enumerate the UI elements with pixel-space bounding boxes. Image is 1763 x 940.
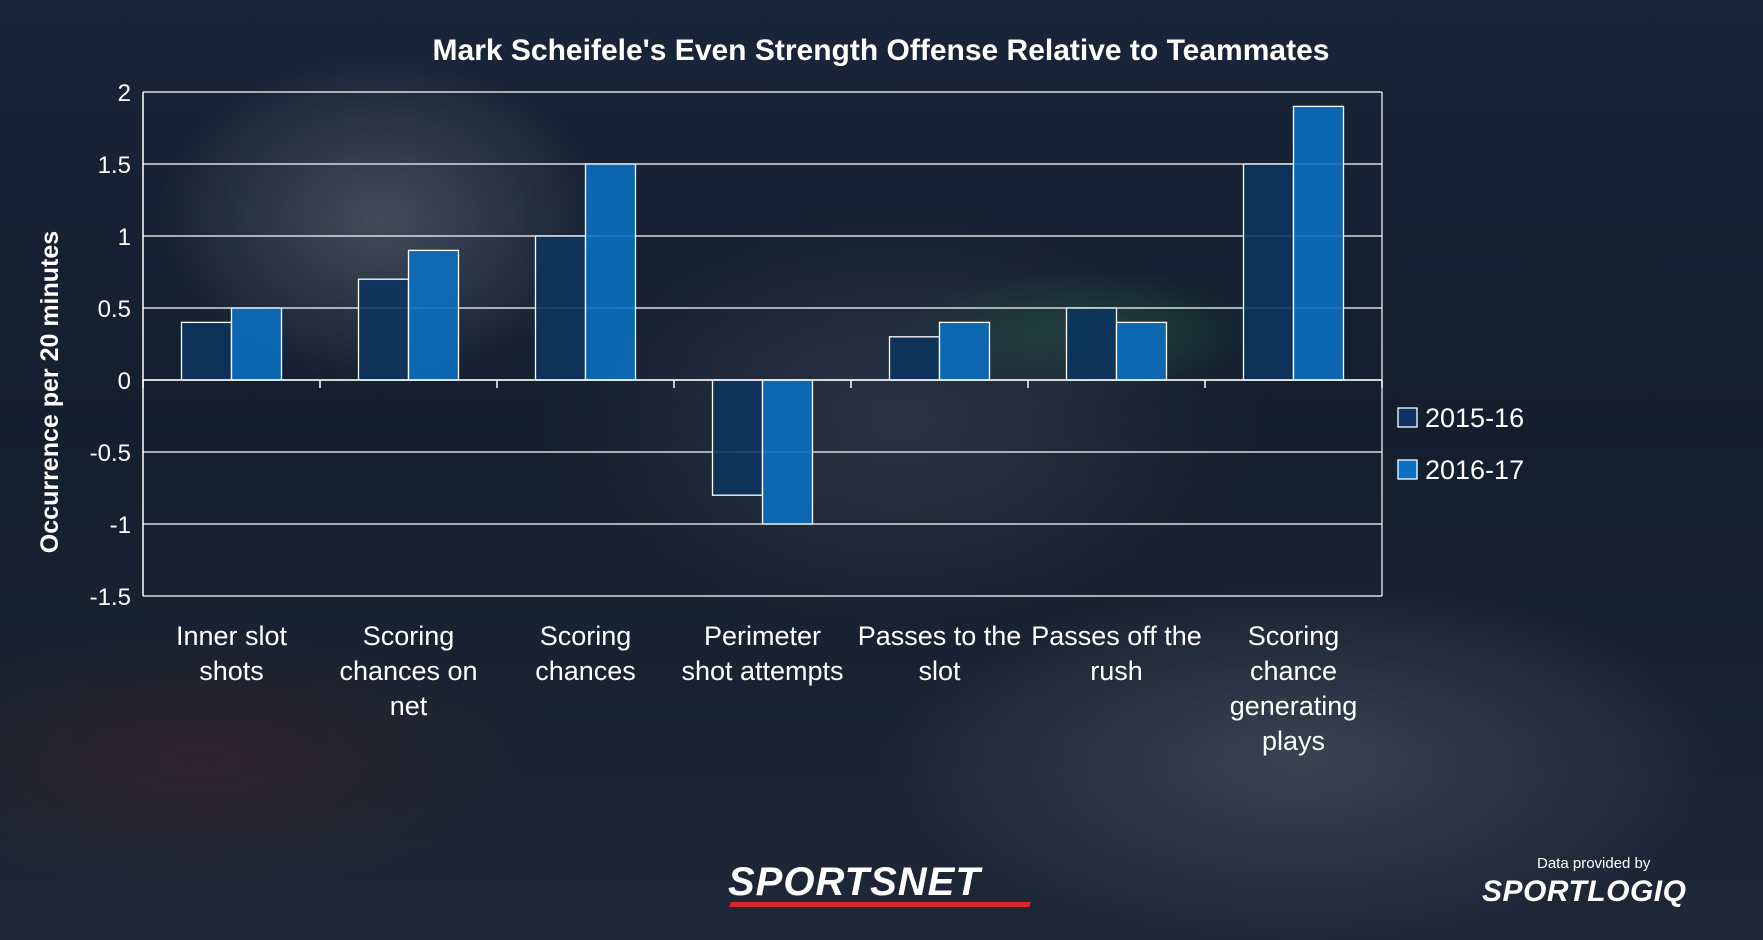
sportsnet-logo-swoosh	[729, 902, 1031, 907]
bar-2015-16-5	[1065, 307, 1118, 381]
sportlogiq-logo: SPORTLOGIQ	[1482, 875, 1687, 908]
y-tick-label: 0	[118, 368, 131, 395]
bar-2015-16-6	[1242, 163, 1295, 381]
y-tick-label: 1.5	[98, 152, 131, 179]
y-tick-label: 1	[118, 224, 131, 251]
bar-2015-16-1	[357, 278, 410, 381]
category-label: Scoring chance generating plays	[1230, 621, 1358, 756]
bars	[180, 105, 1345, 525]
category-label: Passes to the slot	[858, 621, 1022, 686]
category-label: Inner slot shots	[176, 621, 288, 686]
legend-swatch	[1397, 407, 1418, 428]
bar-2015-16-0	[180, 321, 233, 381]
y-tick-labels: 2 1.5 1 0.5 0 -0.5 -1 -1.5	[90, 80, 131, 611]
data-credit-label: Data provided by	[1537, 855, 1651, 872]
axes	[142, 92, 1383, 596]
legend-label: 2016-17	[1425, 455, 1524, 485]
bar-2016-17-3	[761, 379, 814, 525]
category-label: Scoring chances on net	[339, 621, 477, 721]
category-label: Scoring chances	[535, 621, 636, 686]
category-label: Perimeter shot attempts	[681, 621, 843, 686]
bar-2015-16-3	[711, 379, 764, 496]
y-tick-label: -0.5	[90, 440, 131, 467]
bar-2016-17-2	[584, 163, 637, 381]
bar-2016-17-4	[938, 321, 991, 381]
bar-2016-17-0	[230, 307, 283, 381]
y-tick-label: -1	[110, 512, 131, 539]
y-axis-label: Occurrence per 20 minutes	[36, 231, 64, 553]
legend-label: 2015-16	[1425, 403, 1524, 433]
sportsnet-logo: SPORTSNET	[728, 860, 981, 904]
y-tick-label: 2	[118, 80, 131, 107]
legend-swatch	[1397, 459, 1418, 480]
y-tick-label: -1.5	[90, 584, 131, 611]
bar-2016-17-1	[407, 249, 460, 381]
category-label: Passes off the rush	[1031, 621, 1202, 686]
bar-2015-16-4	[888, 336, 941, 381]
legend: 2015-16 2016-17	[1397, 403, 1524, 485]
bar-2015-16-2	[534, 235, 587, 381]
bar-2016-17-5	[1115, 321, 1168, 381]
chart-title: Mark Scheifele's Even Strength Offense R…	[433, 34, 1330, 67]
bar-2016-17-6	[1292, 105, 1345, 381]
category-labels: Inner slot shots Scoring chances on net Scori…	[176, 621, 1357, 756]
y-tick-label: 0.5	[98, 296, 131, 323]
